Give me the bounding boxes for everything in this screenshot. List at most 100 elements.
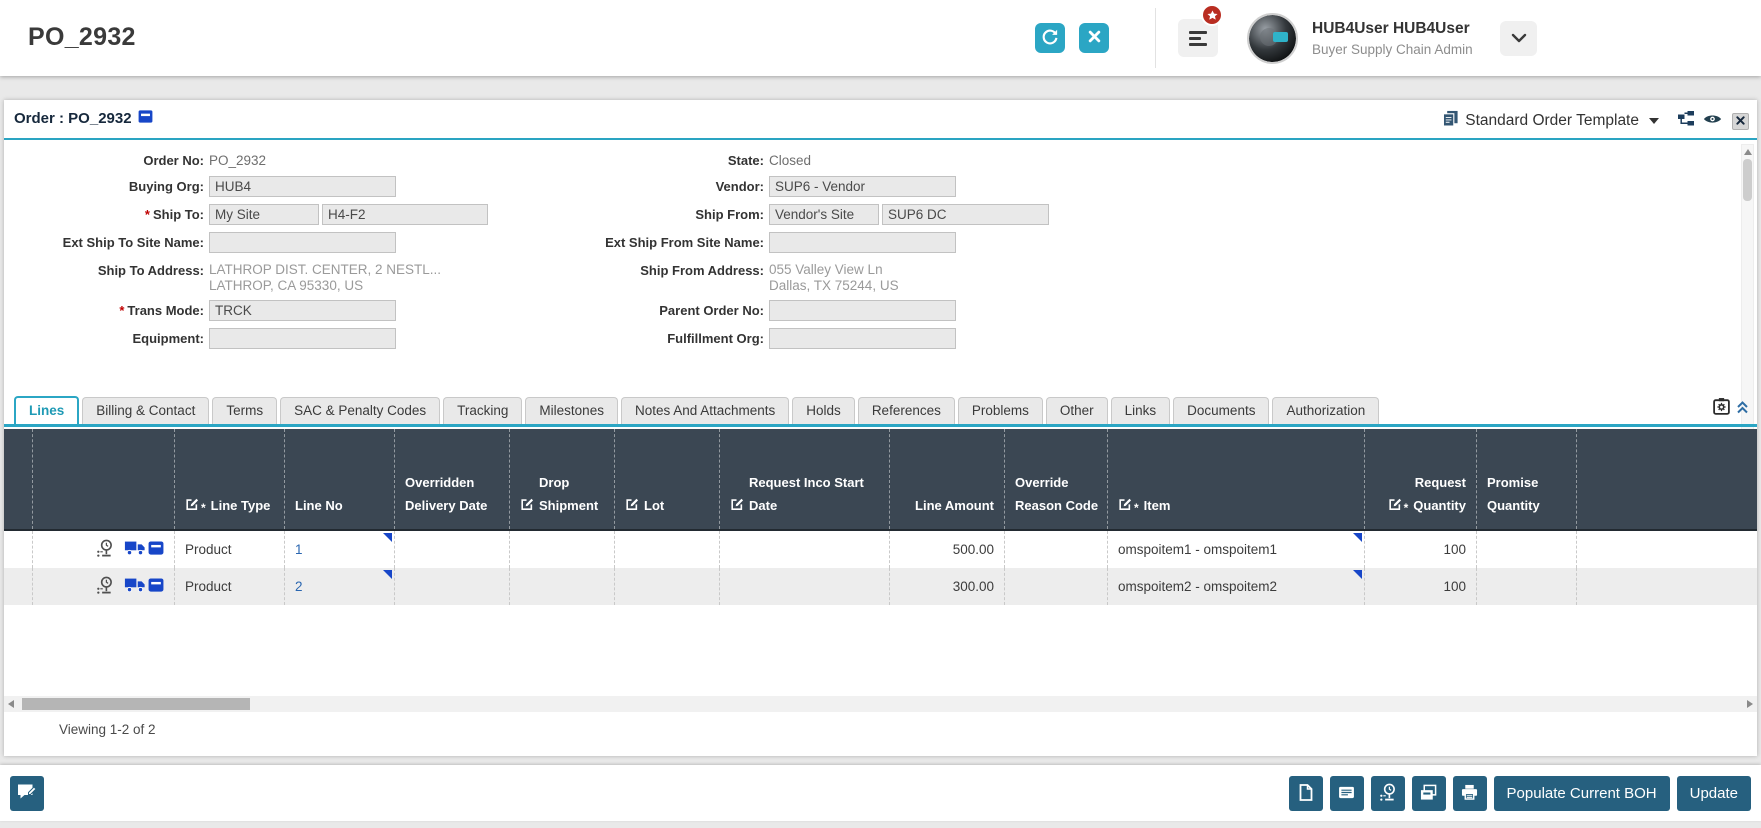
page-title: PO_2932 — [28, 23, 136, 51]
user-menu-button[interactable] — [1500, 21, 1537, 56]
col-request-inco-start-date[interactable]: Request Inco Start Date — [719, 429, 889, 529]
line-no-link[interactable]: 2 — [295, 579, 303, 594]
milestone-button[interactable] — [1370, 776, 1405, 811]
refresh-button[interactable] — [1035, 23, 1065, 53]
user-name: HUB4User HUB4User — [1312, 20, 1470, 37]
active-tab-strip — [4, 424, 1757, 427]
order-box-icon[interactable] — [148, 541, 164, 558]
close-button[interactable] — [1079, 23, 1109, 53]
ship-to-address-line1: LATHROP DIST. CENTER, 2 NESTL... — [209, 262, 442, 277]
close-icon — [1736, 112, 1745, 130]
cell-line-no: 2 — [284, 568, 394, 605]
col-item[interactable]: * Item — [1107, 429, 1364, 529]
tab-other[interactable]: Other — [1045, 397, 1108, 424]
scroll-right-icon[interactable] — [1747, 700, 1753, 708]
ship-to-site-type-input[interactable] — [209, 204, 319, 225]
panel-close-button[interactable] — [1732, 112, 1749, 130]
buying-org-input[interactable] — [209, 176, 396, 197]
ship-from-address-label: Ship From Address: — [640, 263, 764, 278]
scrollbar-thumb[interactable] — [1743, 159, 1752, 201]
tab-holds[interactable]: Holds — [792, 397, 855, 424]
document-button[interactable] — [1288, 776, 1323, 811]
fulfillment-org-label: Fulfillment Org: — [667, 331, 764, 346]
scrollbar-thumb[interactable] — [22, 698, 250, 710]
template-selector[interactable]: Standard Order Template — [1442, 110, 1659, 132]
populate-current-boh-button[interactable]: Populate Current BOH — [1493, 776, 1670, 811]
tab-lines[interactable]: Lines — [14, 396, 80, 424]
ship-to-site-input[interactable] — [322, 204, 488, 225]
table-row[interactable]: Product 1 500.00 omspoitem1 - omspoitem1… — [4, 531, 1757, 568]
tab-sac-penalty-codes[interactable]: SAC & Penalty Codes — [280, 397, 441, 424]
tab-references[interactable]: References — [857, 397, 955, 424]
vendor-input[interactable] — [769, 176, 956, 197]
tab-authorization[interactable]: Authorization — [1272, 397, 1380, 424]
col-line-no[interactable]: Line No — [284, 429, 394, 529]
tab-billing-contact[interactable]: Billing & Contact — [82, 397, 210, 424]
col-overridden-delivery-date[interactable]: Overridden Delivery Date — [394, 429, 509, 529]
copy-tray-icon — [1420, 784, 1437, 804]
col-promise-quantity[interactable]: Promise Quantity — [1476, 429, 1576, 529]
scroll-left-icon[interactable] — [8, 700, 14, 708]
print-button[interactable] — [1452, 776, 1487, 811]
tab-notes-attachments[interactable]: Notes And Attachments — [620, 397, 790, 424]
truck-icon[interactable] — [124, 540, 146, 559]
col-drop-shipment[interactable]: Drop Shipment — [509, 429, 614, 529]
tab-documents[interactable]: Documents — [1173, 397, 1270, 424]
update-button[interactable]: Update — [1676, 776, 1751, 811]
collapse-icon[interactable] — [1736, 399, 1749, 420]
ship-from-site-type-input[interactable] — [769, 204, 879, 225]
ext-ship-to-site-name-input[interactable] — [209, 232, 396, 253]
grid-horizontal-scrollbar[interactable] — [4, 696, 1757, 712]
cell-item: omspoitem1 - omspoitem1 — [1107, 531, 1364, 568]
cell-promise-quantity — [1476, 568, 1576, 605]
milestone-icon[interactable] — [95, 539, 114, 560]
form-scrollbar[interactable] — [1741, 144, 1754, 448]
tab-bar-tools — [1712, 397, 1749, 421]
grid-settings-icon[interactable] — [1712, 397, 1731, 421]
order-box-icon[interactable] — [138, 110, 153, 127]
col-select — [4, 429, 32, 529]
tab-problems[interactable]: Problems — [957, 397, 1043, 424]
copy-button[interactable] — [1411, 776, 1446, 811]
parent-order-no-input[interactable] — [769, 300, 956, 321]
edit-icon — [1118, 494, 1132, 517]
corner-marker — [1353, 570, 1362, 579]
table-row[interactable]: Product 2 300.00 omspoitem2 - omspoitem2… — [4, 568, 1757, 605]
menu-icon — [1189, 30, 1207, 34]
trans-mode-input[interactable] — [209, 300, 396, 321]
ship-to-address-label: Ship To Address: — [97, 263, 204, 278]
order-box-icon[interactable] — [148, 578, 164, 595]
avatar[interactable] — [1247, 13, 1298, 64]
scroll-up-icon[interactable] — [1744, 149, 1752, 155]
line-no-link[interactable]: 1 — [295, 542, 303, 557]
col-override-reason-code[interactable]: Override Reason Code — [1004, 429, 1107, 529]
trans-mode-label: * Trans Mode: — [119, 303, 204, 318]
tab-links[interactable]: Links — [1110, 397, 1171, 424]
equipment-input[interactable] — [209, 328, 396, 349]
col-request-quantity[interactable]: Request * Quantity — [1364, 429, 1476, 529]
col-line-type[interactable]: * Line Type — [174, 429, 284, 529]
state-value: Closed — [769, 153, 812, 168]
ext-ship-from-site-name-input[interactable] — [769, 232, 956, 253]
truck-icon[interactable] — [124, 577, 146, 596]
milestone-icon[interactable] — [95, 576, 114, 597]
chat-button[interactable] — [10, 776, 44, 811]
state-label: State: — [727, 153, 764, 168]
ship-from-site-input[interactable] — [882, 204, 1049, 225]
order-no-value: PO_2932 — [209, 153, 267, 168]
panel-accent-line — [4, 138, 1757, 140]
eye-icon[interactable] — [1703, 112, 1722, 130]
fulfillment-org-input[interactable] — [769, 328, 956, 349]
tab-bar: Lines Billing & Contact Terms SAC & Pena… — [14, 396, 1380, 424]
cell-line-no: 1 — [284, 531, 394, 568]
tab-milestones[interactable]: Milestones — [525, 397, 618, 424]
col-line-amount[interactable]: Line Amount — [889, 429, 1004, 529]
order-panel: Order : PO_2932 Standard Order Template … — [4, 100, 1757, 756]
tab-terms[interactable]: Terms — [212, 397, 278, 424]
hierarchy-icon[interactable] — [1677, 110, 1695, 132]
ship-from-address-line1: 055 Valley View Ln — [769, 262, 883, 277]
col-lot[interactable]: Lot — [614, 429, 719, 529]
tab-tracking[interactable]: Tracking — [443, 397, 523, 424]
lines-grid: * Line Type Line No Overridden Delivery … — [4, 429, 1757, 605]
summary-card-button[interactable] — [1329, 776, 1364, 811]
